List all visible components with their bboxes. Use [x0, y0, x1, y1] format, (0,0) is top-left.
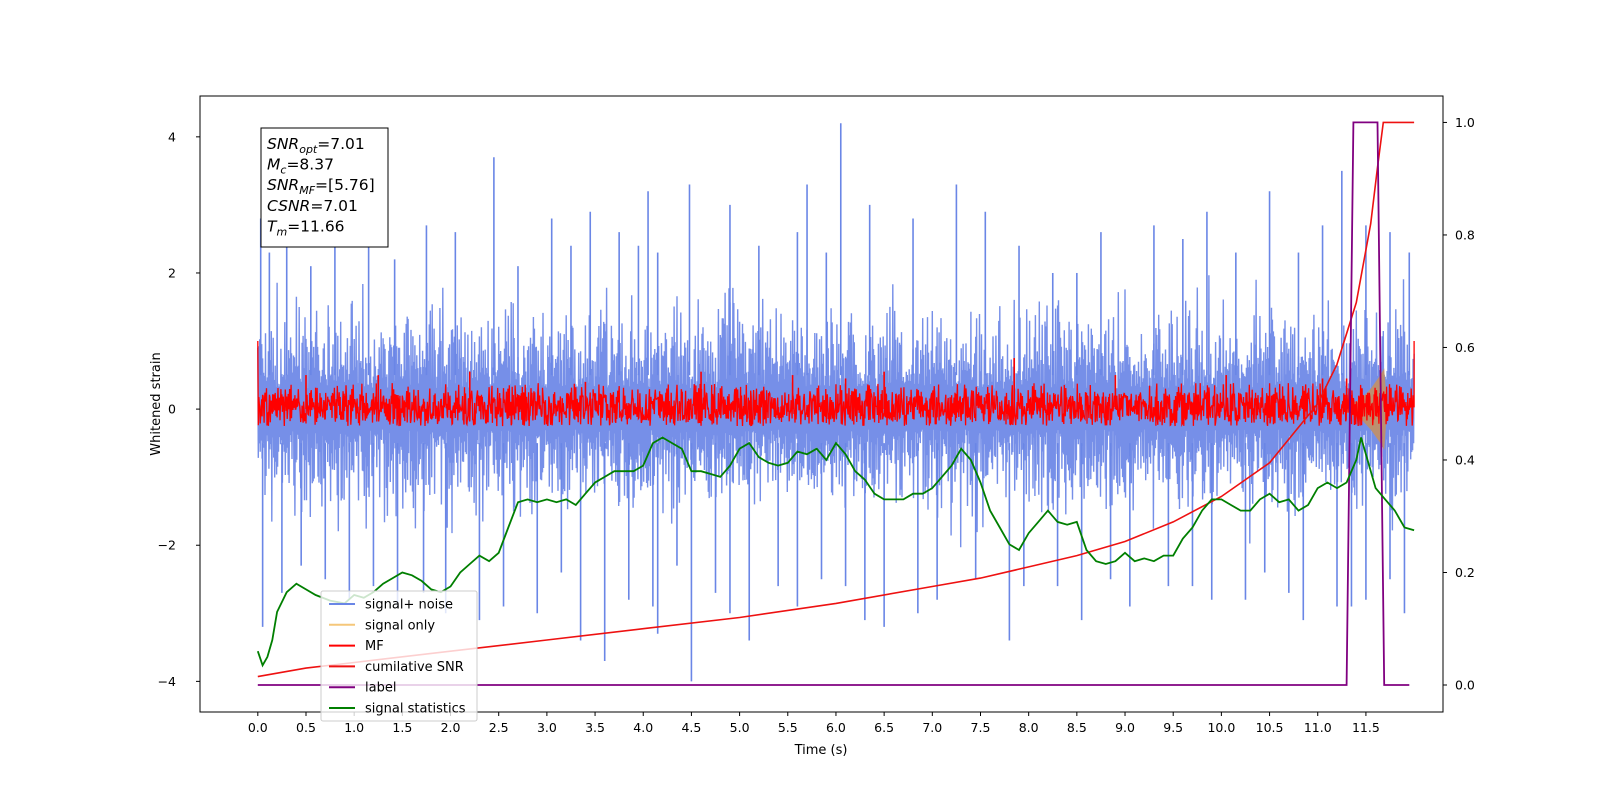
y-right-tick-label: 0.2 [1455, 565, 1475, 580]
y-right-tick-label: 0.4 [1455, 452, 1475, 467]
x-tick-label: 8.5 [1067, 720, 1087, 735]
x-tick-label: 8.0 [1019, 720, 1039, 735]
series-mf [257, 340, 1415, 428]
x-tick-label: 5.0 [730, 720, 750, 735]
x-tick-label: 4.0 [633, 720, 653, 735]
series-signal-statistics [256, 436, 1415, 668]
x-tick-label: 7.0 [922, 720, 942, 735]
legend-frame [320, 590, 478, 722]
x-tick-label: 6.0 [826, 720, 846, 735]
x-tick-label: 2.0 [441, 720, 461, 735]
x-tick-label: 1.5 [392, 720, 412, 735]
y-axis-left-title: Whitened strain [149, 352, 164, 455]
legend-label: signal statistics [365, 702, 466, 717]
y-right-tick-label: 0.0 [1455, 677, 1475, 692]
legend-label: signal+ noise [365, 598, 453, 613]
x-tick-label: 9.5 [1163, 720, 1183, 735]
y-axis-left: −4 −2 0 2 4 [158, 129, 200, 689]
x-tick-label: 10.0 [1207, 720, 1235, 735]
x-tick-label: 4.5 [681, 720, 701, 735]
y-left-tick-label: −4 [158, 674, 176, 689]
legend-label: cumilative SNR [365, 660, 464, 675]
series-cumulative-snr [257, 121, 1415, 678]
y-right-tick-label: 1.0 [1455, 115, 1475, 130]
info-box-line: SNRopt=7.01 [267, 135, 365, 156]
info-box-frame [260, 127, 389, 248]
legend-label: MF [365, 639, 384, 654]
y-left-tick-label: 2 [168, 265, 176, 280]
x-tick-label: 9.0 [1115, 720, 1135, 735]
legend: signal+ noise signal only MF cumilative SNR… [320, 590, 478, 722]
y-right-tick-label: 0.6 [1455, 340, 1475, 355]
plot-frame [199, 95, 1444, 713]
y-left-tick-label: −2 [158, 538, 176, 553]
x-tick-label: 2.5 [489, 720, 509, 735]
info-box-line: CSNR=7.01 [267, 197, 358, 215]
x-axis: 0.0 0.5 1.0 1.5 2.0 2.5 3.0 3.5 4.0 4.5 5.0 5.5 6.0 6… [248, 712, 1380, 735]
y-left-tick-label: 4 [168, 129, 176, 144]
y-left-tick-label: 0 [168, 402, 176, 417]
x-tick-label: 0.0 [248, 720, 268, 735]
legend-label: label [365, 681, 396, 696]
x-axis-title: Time (s) [794, 743, 848, 758]
x-tick-label: 5.5 [778, 720, 798, 735]
x-tick-label: 7.5 [971, 720, 991, 735]
x-tick-label: 3.0 [537, 720, 557, 735]
series-layer [256, 121, 1415, 686]
x-tick-label: 10.5 [1256, 720, 1284, 735]
info-box-line: SNRMF=[5.76] [267, 176, 375, 197]
x-tick-label: 3.5 [585, 720, 605, 735]
info-box-line: Mc=8.37 [267, 156, 334, 177]
x-tick-label: 0.5 [296, 720, 316, 735]
legend-label: signal only [365, 618, 435, 633]
y-right-tick-label: 0.8 [1455, 227, 1475, 242]
info-box-line: Tm=11.66 [267, 217, 345, 238]
series-label [257, 121, 1410, 686]
x-tick-label: 1.0 [344, 720, 364, 735]
y-axis-right: 0.0 0.2 0.4 0.6 0.8 1.0 [1443, 115, 1475, 692]
x-tick-label: 11.0 [1304, 720, 1332, 735]
x-tick-label: 11.5 [1352, 720, 1380, 735]
x-tick-label: 6.5 [874, 720, 894, 735]
